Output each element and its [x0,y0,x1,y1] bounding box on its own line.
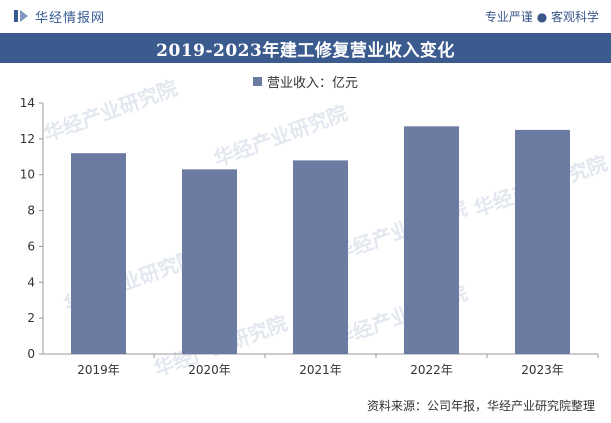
y-tick-label: 4 [27,275,35,289]
y-tick-label: 12 [20,132,35,146]
chart-title: 2019-2023年建工修复营业收入变化 [156,40,455,61]
bar [515,129,570,354]
y-tick-label: 2 [27,311,35,325]
x-tick-label: 2023年 [521,363,564,377]
y-tick-label: 14 [20,96,35,110]
brand: 华经情报网 [14,7,105,26]
bar [404,126,459,354]
x-tick-label: 2019年 [77,363,120,377]
y-tick-label: 6 [27,239,35,253]
x-tick-label: 2021年 [299,363,342,377]
brand-name: 华经情报网 [35,10,106,26]
slogan: 专业严谨 ● 客观科学 [484,9,599,24]
top-bar: 华经情报网 专业严谨 ● 客观科学 [0,0,611,32]
y-tick-label: 10 [20,168,35,182]
brand-logo-icon [14,10,28,22]
source-note: 资料来源：公司年报，华经产业研究院整理 [366,399,595,413]
bar [293,160,348,354]
title-band: 2019-2023年建工修复营业收入变化 [0,33,611,63]
x-tick-label: 2022年 [410,363,453,377]
bar [71,153,126,354]
legend-label: 营业收入：亿元 [266,75,358,91]
y-tick-label: 0 [27,347,35,361]
bar [182,169,237,354]
legend: 营业收入：亿元 [0,70,611,92]
y-tick-label: 8 [27,204,35,218]
x-tick-label: 2020年 [188,363,231,377]
legend-swatch [252,76,262,86]
